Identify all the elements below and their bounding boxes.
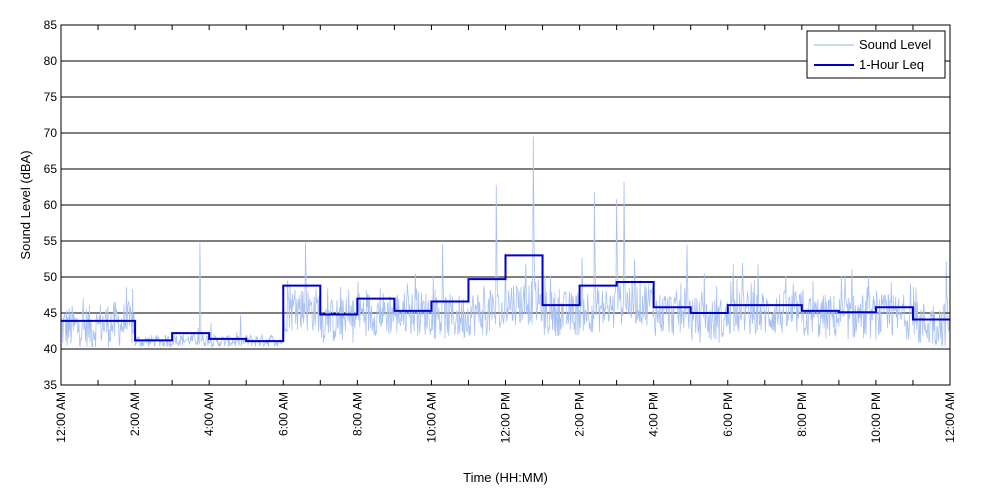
x-tick-label: 8:00 PM	[795, 392, 809, 437]
y-tick-label: 85	[44, 18, 58, 32]
x-tick-label: 8:00 AM	[350, 392, 364, 436]
y-tick-label: 40	[44, 342, 58, 356]
y-tick-label: 70	[44, 126, 58, 140]
x-tick-label: 12:00 PM	[499, 392, 513, 443]
x-tick-label: 2:00 AM	[128, 392, 142, 436]
y-tick-label: 35	[44, 378, 58, 392]
y-tick-label: 80	[44, 54, 58, 68]
legend: Sound Level 1-Hour Leq	[806, 30, 946, 79]
series-sound-level-line	[60, 136, 951, 348]
series-1-hour-leq-line	[61, 254, 950, 343]
x-tick-label: 6:00 AM	[276, 392, 290, 436]
y-tick-label: 75	[44, 90, 58, 104]
x-tick-label: 2:00 PM	[573, 392, 587, 437]
y-axis-title: Sound Level (dBA)	[18, 150, 33, 259]
y-tick-label: 60	[44, 198, 58, 212]
y-tick-label: 55	[44, 234, 58, 248]
legend-label-sound-level: Sound Level	[859, 37, 931, 52]
x-axis-title: Time (HH:MM)	[463, 470, 548, 485]
legend-box	[806, 30, 946, 79]
y-tick-label: 45	[44, 306, 58, 320]
legend-label-1-hour-leq: 1-Hour Leq	[859, 57, 924, 72]
y-tick-label: 65	[44, 162, 58, 176]
x-tick-label: 6:00 PM	[721, 392, 735, 437]
x-tick-label: 12:00 AM	[54, 392, 68, 443]
x-tick-label: 10:00 AM	[424, 392, 438, 443]
x-tick-label: 12:00 AM	[943, 392, 957, 443]
x-tick-label: 10:00 PM	[869, 392, 883, 443]
y-tick-label: 50	[44, 270, 58, 284]
x-tick-label: 4:00 AM	[202, 392, 216, 436]
x-tick-label: 4:00 PM	[647, 392, 661, 437]
